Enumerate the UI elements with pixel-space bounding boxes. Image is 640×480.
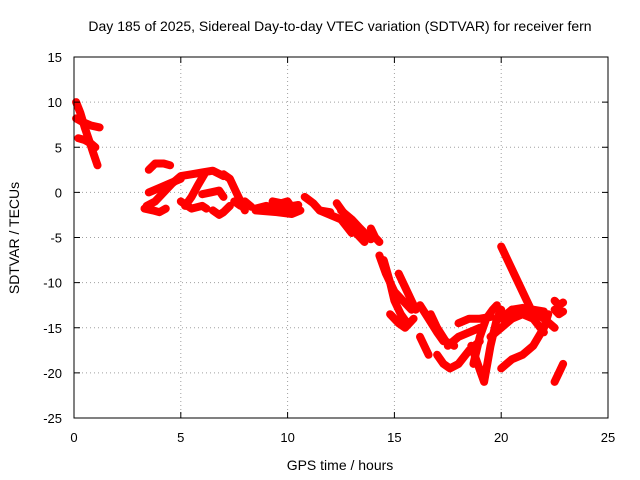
y-tick-label: -10 <box>43 276 62 291</box>
series-arc-41 <box>550 359 568 386</box>
series-arc-16 <box>268 197 298 215</box>
x-tick-label: 0 <box>70 430 77 445</box>
chart-title: Day 185 of 2025, Sidereal Day-to-day VTE… <box>88 18 591 34</box>
y-tick-label: 10 <box>48 95 62 110</box>
series-arc-24 <box>394 269 420 314</box>
series-arc-2 <box>72 114 104 132</box>
series-arc-21 <box>366 224 384 246</box>
series-arc-25 <box>386 310 418 332</box>
y-tick-label: -25 <box>43 411 62 426</box>
series-arc-30 <box>443 323 484 350</box>
series-arc-7 <box>144 174 185 197</box>
x-tick-label: 10 <box>280 430 294 445</box>
series-arc-38 <box>507 305 548 337</box>
series-arc-39 <box>550 296 568 310</box>
axis-ticks: 0 5 10 15 20 25 -25 -20 -15 -10 -5 0 5 10 15 <box>43 50 615 445</box>
y-tick-label: 0 <box>55 185 62 200</box>
series-arc-1 <box>72 98 102 170</box>
x-tick-label: 25 <box>601 430 615 445</box>
series-arc-10 <box>198 186 228 201</box>
y-tick-label: -20 <box>43 366 62 381</box>
y-tick-label: 5 <box>55 140 62 155</box>
series-arc-8 <box>181 170 209 210</box>
series-arc-20 <box>337 206 375 244</box>
grid-lines <box>74 57 608 418</box>
series-arc-28 <box>416 332 433 359</box>
y-tick-label: -5 <box>50 231 62 246</box>
series-arc-23 <box>379 256 412 328</box>
x-tick-label: 5 <box>177 430 184 445</box>
series-arc-6 <box>140 204 170 217</box>
series-arc-40 <box>550 305 568 319</box>
data-series <box>72 98 568 386</box>
x-tick-label: 15 <box>387 430 401 445</box>
series-arc-3 <box>74 134 100 152</box>
x-tick-label: 20 <box>494 430 508 445</box>
series-arc-33 <box>469 301 501 368</box>
series-arc-4 <box>144 159 175 174</box>
y-axis-label: SDTVAR / TECUs <box>6 182 22 294</box>
series-arc-9 <box>176 197 211 213</box>
y-tick-label: -15 <box>43 321 62 336</box>
y-tick-label: 15 <box>48 50 62 65</box>
series-arc-11 <box>208 201 234 219</box>
series-arc-13 <box>230 197 256 211</box>
series-arc-34 <box>497 242 536 314</box>
series-arc-36 <box>497 310 553 373</box>
x-axis-label: GPS time / hours <box>287 457 394 473</box>
